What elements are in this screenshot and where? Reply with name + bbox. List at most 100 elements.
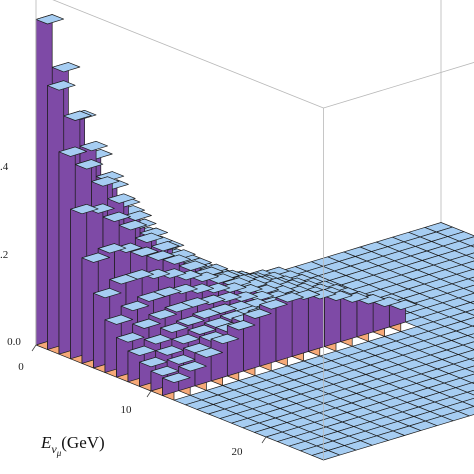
bar-top-face	[70, 203, 99, 215]
bar-top-face	[81, 252, 111, 263]
bar-top-face	[139, 356, 168, 368]
bar-top-face	[218, 282, 247, 293]
bar-top-face	[127, 345, 157, 356]
bar-top-face	[234, 284, 263, 295]
bar-top-face	[118, 220, 148, 231]
bar-top-face	[47, 80, 76, 91]
bar-top-face	[162, 372, 191, 383]
bar	[162, 372, 191, 401]
bar-top-face	[107, 193, 136, 204]
bar	[466, 389, 474, 396]
axis-labels: 0 10 20 0.0 .2 .4 Eνμ(GeV)	[0, 161, 243, 458]
bar-top-face	[93, 287, 122, 299]
bar	[139, 356, 168, 392]
bar-top-face	[143, 334, 173, 345]
bar-top-face	[356, 294, 385, 305]
box-edge	[52, 0, 324, 109]
bar-left-face	[243, 308, 261, 372]
bar-top-face	[97, 243, 127, 254]
bar-top-face	[114, 242, 143, 253]
bar-top-face	[116, 332, 145, 343]
bar-top-face	[155, 345, 184, 356]
bar-top-face	[307, 289, 337, 300]
bar-top-face	[132, 318, 161, 329]
bar-top-face	[229, 291, 258, 302]
z-tick-label: .4	[0, 161, 9, 173]
z-tick-label: 0.0	[7, 336, 21, 348]
box-edge	[323, 62, 474, 109]
bar-top-face	[150, 365, 180, 377]
bar-top-face	[467, 276, 474, 282]
bar-top-face	[275, 292, 304, 303]
bar	[356, 294, 385, 342]
x-tick-mark	[261, 436, 267, 444]
x-axis-symbol: E	[40, 433, 52, 452]
bar-top-face	[79, 140, 108, 152]
x-axis-symbol-sub: ν	[51, 442, 57, 456]
bar-top-face	[176, 315, 205, 326]
x-axis-symbol-subsub: μ	[56, 448, 62, 458]
bar-top-face	[171, 333, 200, 345]
z-tick-label: .2	[0, 249, 8, 261]
bar-top-face	[166, 354, 196, 365]
bar-top-face	[146, 250, 175, 261]
bar	[311, 450, 341, 461]
bar	[340, 292, 369, 347]
bars-group	[35, 14, 474, 461]
x-axis-unit: (GeV)	[61, 433, 104, 452]
bar-top-face	[192, 308, 221, 319]
bar-top-face	[210, 333, 240, 345]
bar-top-face	[157, 268, 187, 279]
bar-top-face	[130, 246, 159, 257]
bar-top-face	[91, 176, 120, 187]
x-axis-title: Eνμ(GeV)	[40, 433, 105, 458]
x-tick-label: 10	[121, 404, 133, 416]
bar-top-face	[63, 110, 92, 121]
bar-top-face	[35, 14, 65, 25]
bar-top-face	[162, 254, 192, 265]
bar-top-face	[102, 211, 131, 222]
x-tick-label: 20	[232, 446, 244, 458]
bar	[467, 333, 474, 339]
x-tick-mark	[31, 344, 37, 352]
bar-top-face	[226, 320, 256, 331]
bar-top-face	[148, 309, 177, 320]
bar-top-face	[164, 302, 194, 313]
bar-top-face	[134, 232, 164, 243]
bar-top-face	[58, 146, 88, 157]
bar-top-face	[340, 292, 369, 303]
bar-left-face	[307, 289, 325, 352]
bar-top-face	[74, 159, 104, 170]
bounding-box-front	[31, 0, 474, 460]
bar-top-face	[104, 314, 134, 325]
bar-top-face	[245, 290, 275, 302]
bar	[116, 332, 145, 383]
bar-top-face	[51, 62, 81, 73]
bar-top-face	[174, 270, 203, 281]
bounding-box-back	[440, 0, 474, 237]
x-tick-mark	[146, 390, 152, 398]
bar	[210, 333, 240, 386]
bar-top-face	[141, 268, 171, 280]
bar-top-face	[178, 260, 208, 271]
bar-top-face	[194, 347, 223, 358]
bar-top-face	[86, 203, 115, 214]
bar-top-face	[178, 361, 207, 372]
bar-top-face	[201, 282, 231, 294]
bar-top-face	[160, 322, 189, 333]
bar-top-face	[137, 291, 166, 302]
bar	[307, 289, 337, 357]
bar-top-face	[151, 241, 180, 252]
bar-top-face	[467, 333, 474, 339]
bar-top-face	[243, 308, 272, 319]
bar-top-face	[109, 274, 138, 285]
bar	[47, 80, 76, 355]
bar-top-face	[123, 210, 152, 221]
x-tick-label: 0	[18, 361, 24, 373]
bar	[275, 292, 304, 367]
bar-top-face	[190, 271, 219, 282]
bar-top-face	[466, 389, 474, 396]
bar-top-face	[259, 299, 288, 310]
bar	[467, 276, 474, 282]
